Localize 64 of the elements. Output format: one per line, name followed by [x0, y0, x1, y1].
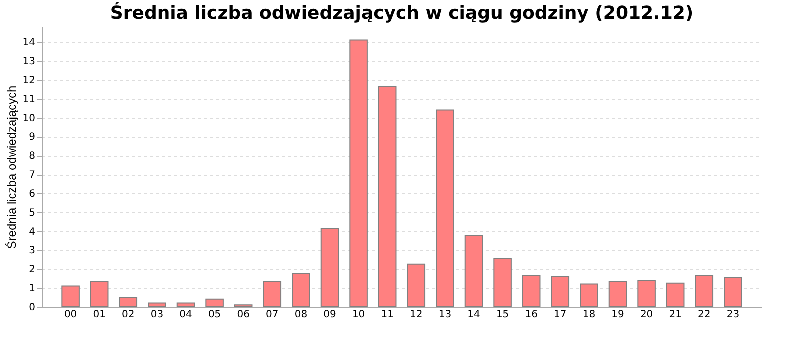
- bar: [206, 298, 224, 308]
- x-tick-label: 09: [324, 310, 336, 320]
- bar: [407, 264, 426, 308]
- x-tick-label: 12: [410, 310, 423, 320]
- bar: [176, 302, 196, 308]
- bar: [90, 280, 109, 308]
- y-tick-label: 13: [22, 56, 36, 68]
- y-tick-label: 9: [29, 132, 36, 144]
- bar: [551, 276, 570, 308]
- x-tick-label: 04: [180, 310, 192, 320]
- x-tick-label: 20: [640, 310, 654, 320]
- y-tick-label: 0: [29, 302, 36, 314]
- x-tick-label: 07: [266, 310, 279, 320]
- x-tick-label: 16: [525, 310, 538, 320]
- x-tick-label: 15: [496, 310, 510, 320]
- y-tick-label: 5: [29, 208, 36, 219]
- x-tick-label: 18: [582, 310, 596, 320]
- y-tick-label: 7: [29, 170, 36, 182]
- x-tick-label: 05: [208, 310, 222, 320]
- x-tick-label: 23: [726, 310, 740, 320]
- x-tick-label: 08: [294, 310, 308, 320]
- bar: [638, 280, 656, 308]
- x-tick-label: 10: [352, 310, 366, 320]
- bar: [724, 277, 742, 308]
- x-tick-label: 01: [93, 310, 106, 320]
- bar: [464, 236, 484, 308]
- bar: [148, 302, 166, 308]
- x-tick-label: 22: [698, 310, 711, 320]
- x-tick-label: 00: [64, 310, 78, 320]
- y-axis-title: Średnia liczba odwiedzających: [4, 86, 19, 250]
- bar: [580, 284, 598, 308]
- bar: [695, 275, 714, 308]
- bar: [378, 86, 397, 308]
- bar: [320, 228, 340, 308]
- bar: [62, 286, 80, 308]
- y-tick-label: 14: [22, 38, 36, 49]
- bar: [666, 282, 685, 308]
- x-tick-label: 19: [612, 310, 624, 320]
- x-tick-label: 11: [381, 310, 394, 320]
- bar: [608, 280, 628, 308]
- x-tick-label: 06: [237, 310, 250, 320]
- bar: [350, 40, 368, 308]
- chart-title: Średnia liczba odwiedzających w ciągu godziny (2012.12): [110, 2, 694, 24]
- y-tick-label: 3: [29, 246, 36, 257]
- bar: [263, 280, 282, 308]
- y-tick-label: 6: [29, 188, 36, 200]
- y-tick-label: 12: [22, 75, 36, 86]
- y-tick-label: 2: [29, 264, 36, 276]
- bar: [292, 273, 310, 308]
- x-tick-label: 21: [669, 310, 682, 320]
- bar: [119, 297, 138, 308]
- bar: [436, 110, 454, 308]
- y-tick-label: 1: [29, 284, 36, 295]
- bar: [494, 258, 512, 308]
- x-tick-label: 03: [150, 310, 164, 320]
- x-tick-label: 13: [438, 310, 452, 320]
- x-tick-label: 02: [122, 310, 135, 320]
- y-tick-label: 4: [29, 226, 36, 238]
- y-tick-label: 11: [22, 94, 36, 106]
- x-tick-label: 17: [554, 310, 567, 320]
- bar: [522, 275, 541, 308]
- y-tick-label: 8: [29, 151, 36, 162]
- x-tick-label: 14: [468, 310, 480, 320]
- y-tick-label: 10: [22, 113, 36, 124]
